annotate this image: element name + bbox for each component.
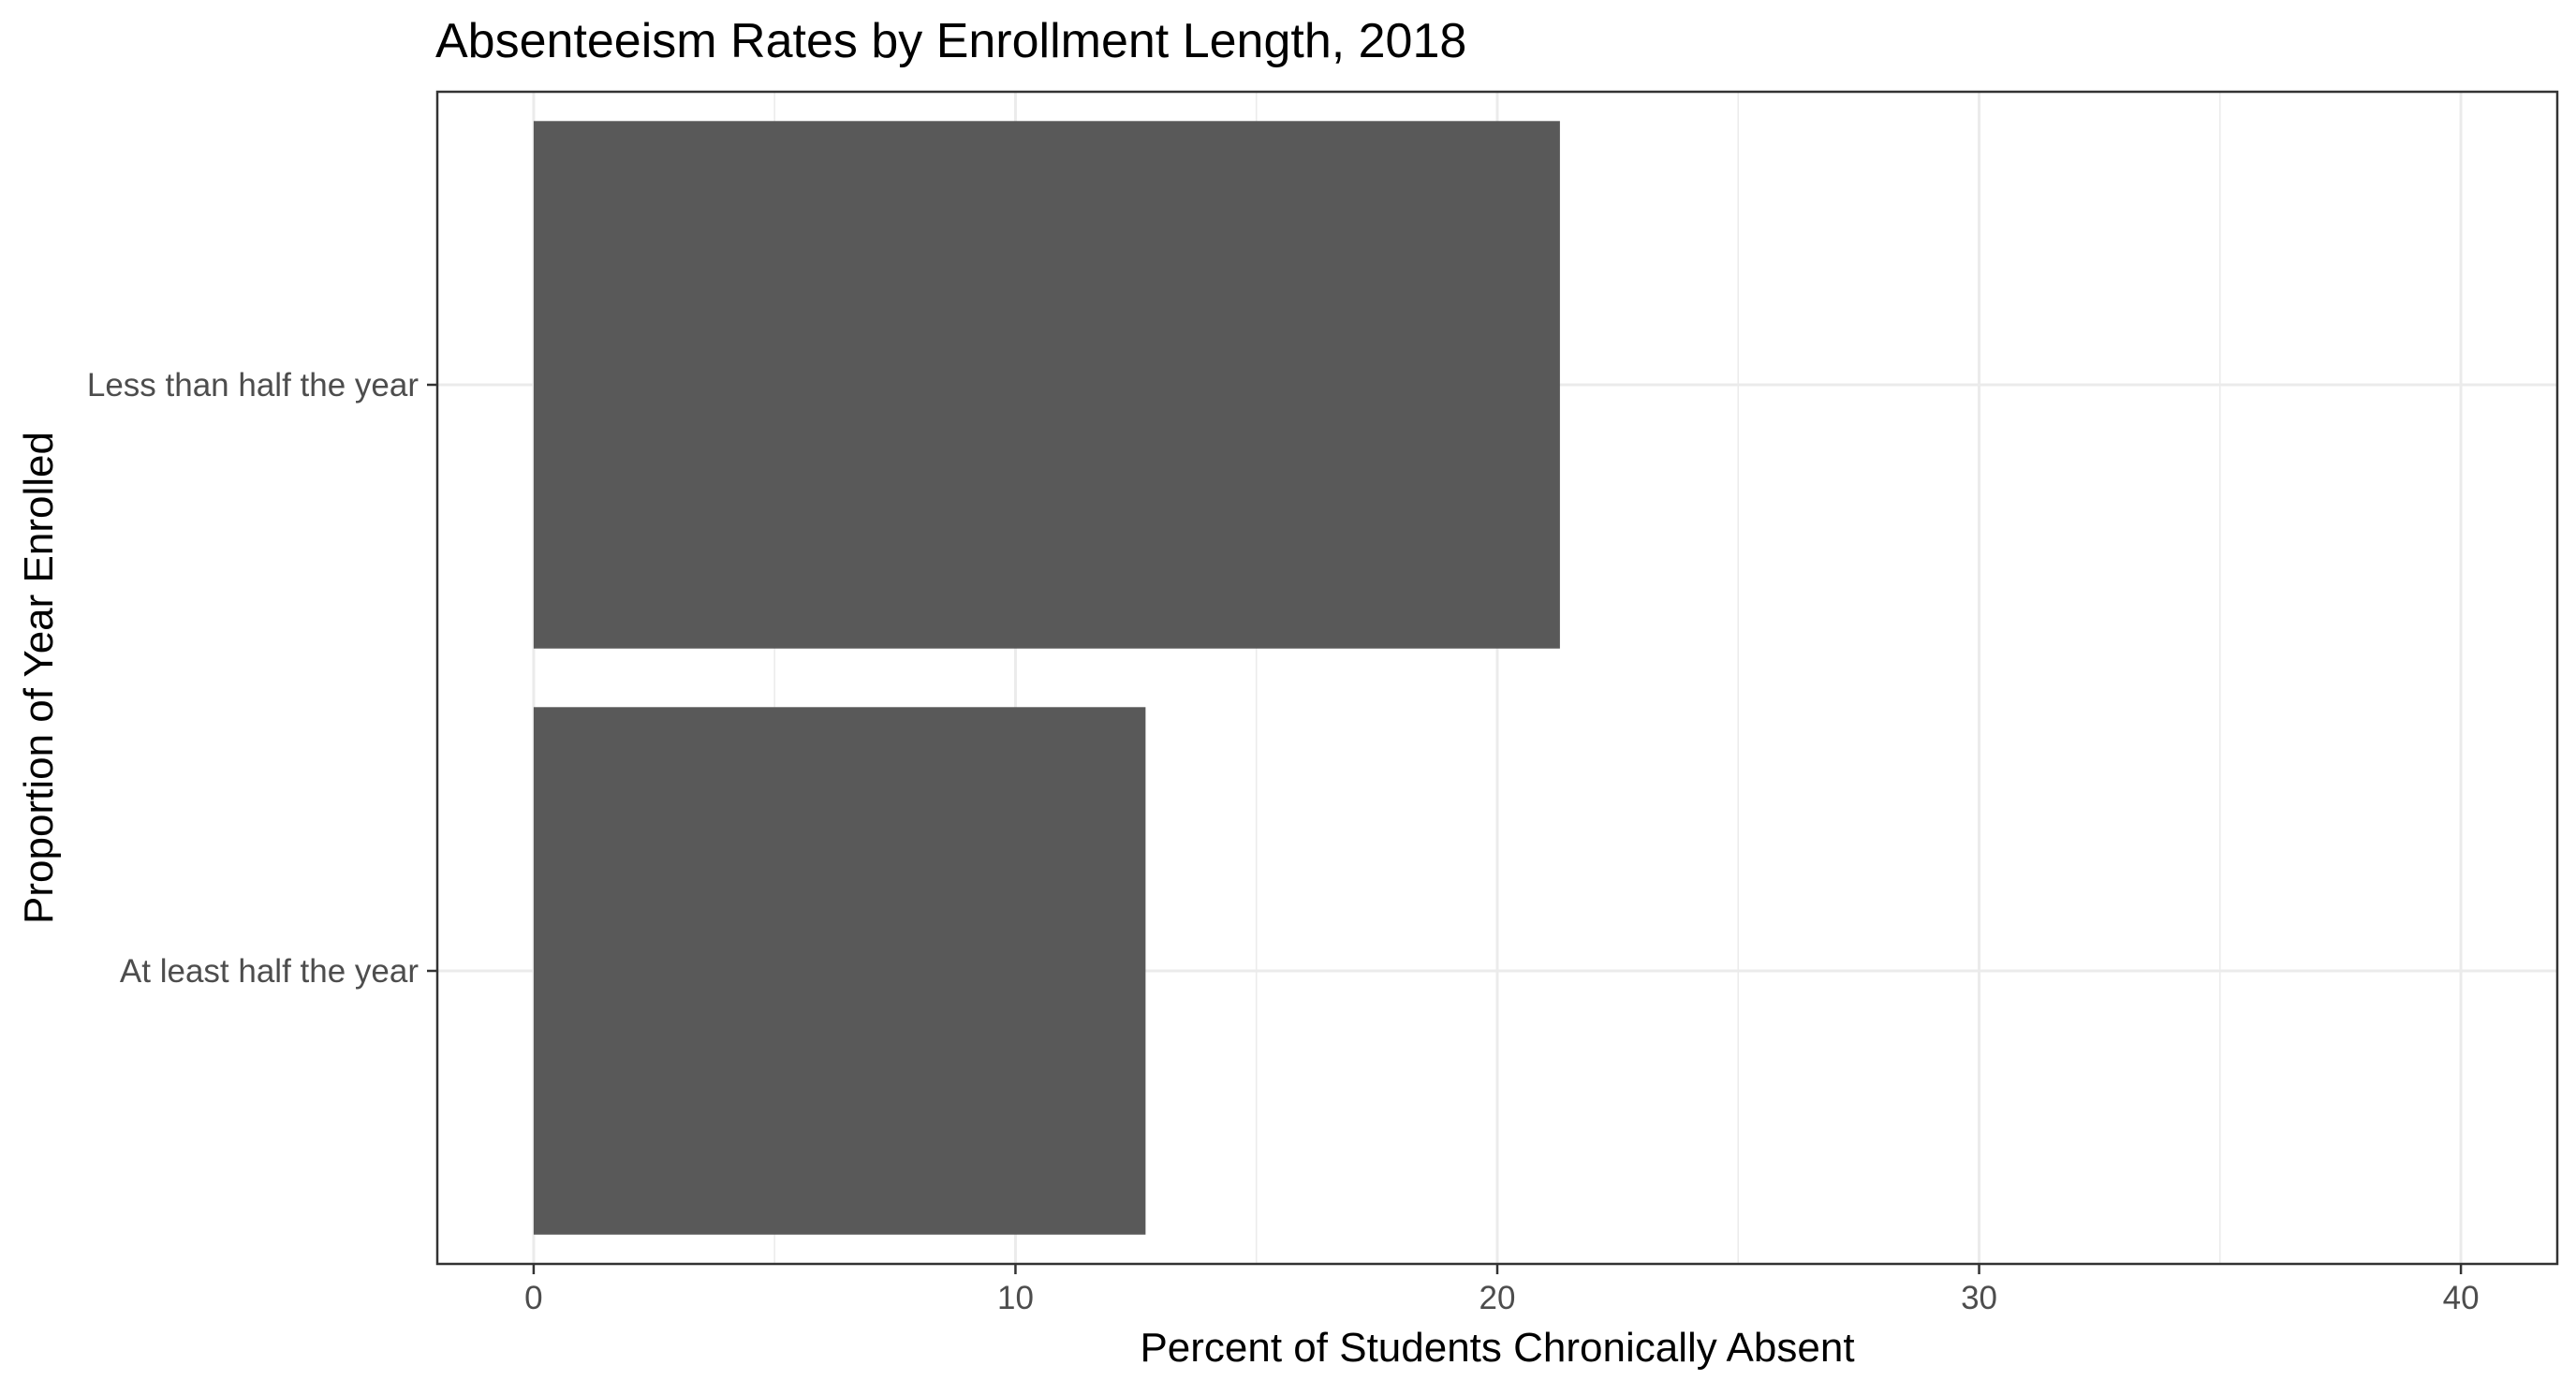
- y-tick-label: Less than half the year: [87, 367, 419, 404]
- y-axis: Less than half the year At least half the…: [87, 367, 437, 990]
- chart-title: Absenteeism Rates by Enrollment Length, …: [435, 14, 1466, 68]
- x-tick-label: 20: [1479, 1280, 1516, 1316]
- x-tick-label: 10: [997, 1280, 1034, 1316]
- x-tick-label: 40: [2443, 1280, 2480, 1316]
- x-axis: 0 10 20 30 40: [524, 1264, 2480, 1316]
- y-tick-label: At least half the year: [120, 953, 419, 990]
- bar: [533, 121, 1560, 649]
- bar-layer: [533, 121, 1560, 1235]
- y-axis-title: Proportion of Year Enrolled: [16, 432, 62, 924]
- x-axis-title: Percent of Students Chronically Absent: [1140, 1325, 1854, 1371]
- x-tick-label: 30: [1961, 1280, 1997, 1316]
- x-tick-label: 0: [524, 1280, 542, 1316]
- bar: [533, 707, 1146, 1235]
